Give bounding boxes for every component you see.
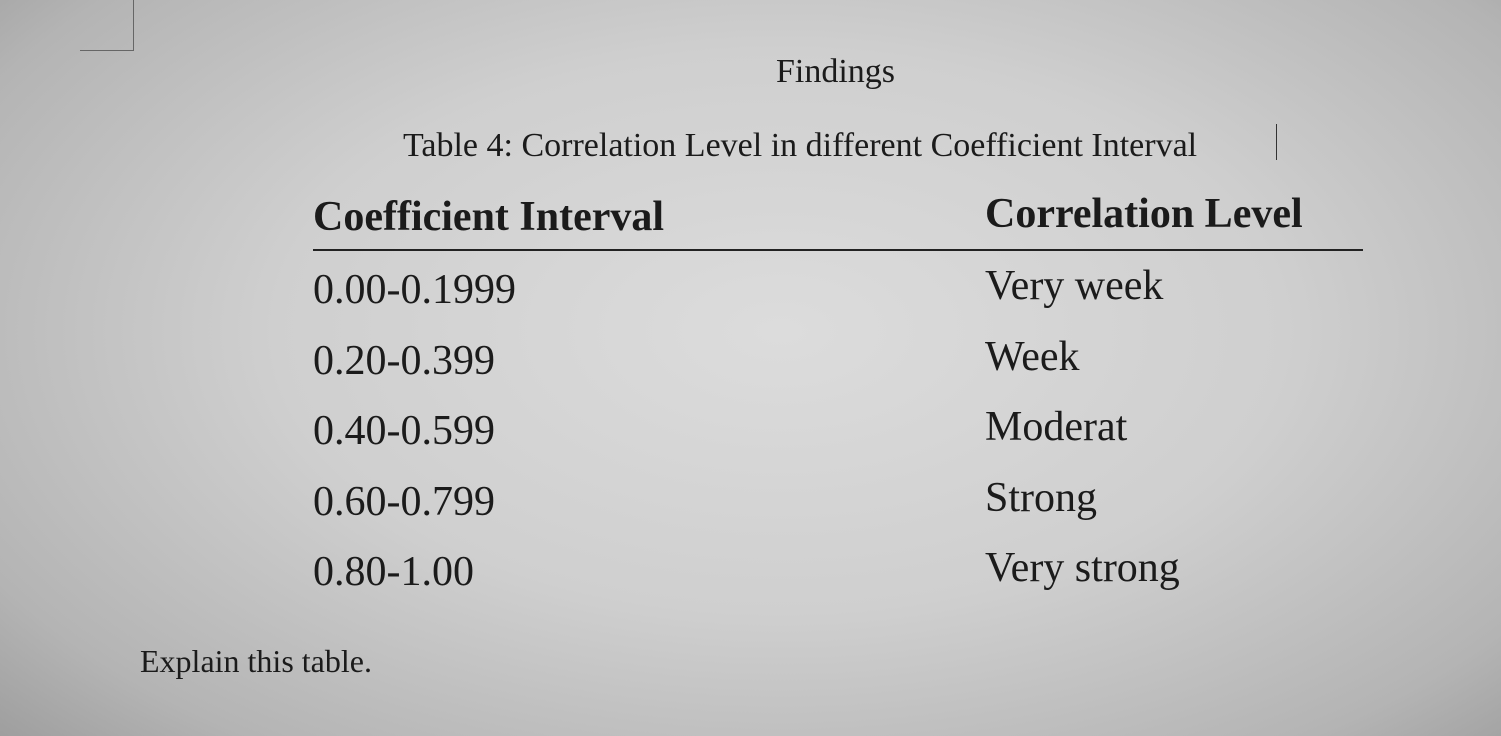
header-cell: Correlation Level (985, 191, 1303, 237)
table-cell: Very strong (985, 545, 1180, 591)
table-cell: 0.20-0.399 (313, 337, 495, 384)
text-cursor (1276, 124, 1277, 160)
header-cell: Coefficient Interval (313, 194, 665, 240)
margin-mark (80, 50, 134, 51)
table-cell: Very week (985, 263, 1164, 309)
caption: Table 4: Correlation Level in different … (403, 127, 1198, 164)
table-cell: 0.80-1.00 (313, 549, 474, 595)
table-cell: Moderat (985, 404, 1128, 450)
header-rule (313, 249, 1363, 251)
margin-mark (133, 0, 134, 50)
table-cell: 0.00-0.1999 (313, 267, 516, 313)
table-cell: Strong (985, 474, 1098, 521)
table-cell: Week (985, 333, 1080, 380)
prompt: Explain this table. (140, 643, 372, 679)
table-cell: 0.60-0.799 (313, 478, 495, 525)
table-cell: 0.40-0.599 (313, 408, 495, 454)
heading: Findings (776, 53, 896, 90)
